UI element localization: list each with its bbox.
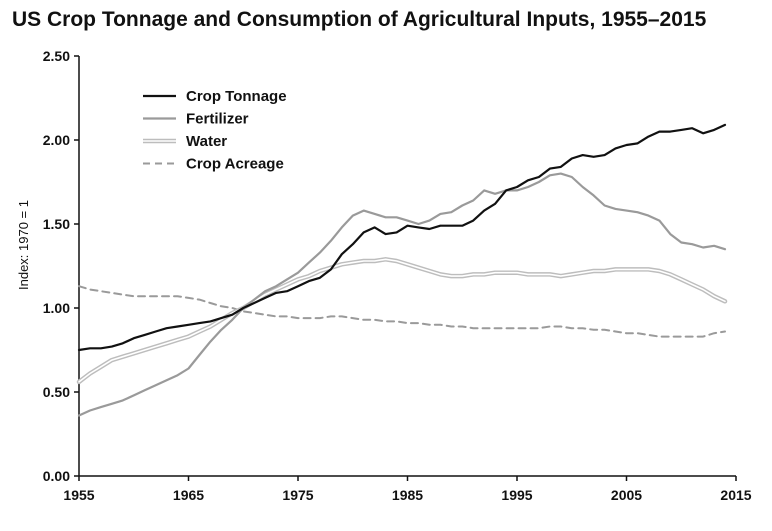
series-line-crop-tonnage (77, 123, 727, 352)
x-axis-ticks: 1955 1965 1975 1985 1995 2005 2015 (63, 476, 752, 503)
series-line-water (76, 257, 728, 385)
x-tick-label: 1985 (392, 487, 423, 503)
legend-label-crop-acreage: Crop Acreage (186, 156, 284, 173)
x-tick-label: 1995 (501, 487, 532, 503)
chart-legend: Crop Tonnage Fertilizer Water Crop Acreage (143, 88, 287, 173)
chart-title: US Crop Tonnage and Consumption of Agric… (12, 8, 707, 31)
legend-label-fertilizer: Fertilizer (186, 111, 249, 128)
series-line-crop-acreage (78, 285, 726, 338)
x-tick-label: 2015 (720, 487, 751, 503)
x-tick-label: 1955 (63, 487, 94, 503)
series-line-fertilizer (77, 172, 727, 417)
y-tick-label: 2.00 (43, 132, 70, 148)
x-tick-label: 1965 (173, 487, 204, 503)
y-tick-label: 0.50 (43, 384, 70, 400)
y-axis-label: Index: 1970 = 1 (16, 200, 31, 290)
y-axis-ticks: 0.00 0.50 1.00 1.50 2.00 2.50 (43, 48, 79, 484)
x-tick-label: 2005 (611, 487, 642, 503)
y-tick-label: 0.00 (43, 468, 70, 484)
y-tick-label: 1.50 (43, 216, 70, 232)
legend-label-water: Water (186, 133, 227, 150)
y-tick-label: 2.50 (43, 48, 70, 64)
x-tick-label: 1975 (282, 487, 313, 503)
y-tick-label: 1.00 (43, 300, 70, 316)
legend-label-crop-tonnage: Crop Tonnage (186, 88, 287, 105)
chart-series (76, 123, 728, 417)
series-line-water-inner (78, 258, 726, 383)
